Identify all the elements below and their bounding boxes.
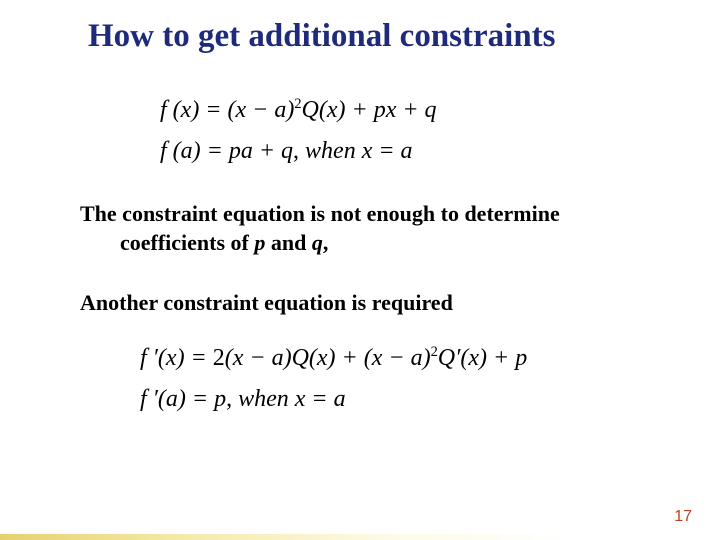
equation-block-2: f ′(x) = 2(x − a)Q(x) + (x − a)2Q′(x) + … (140, 338, 527, 420)
eq2-l1-prefix: f ′(x) = (140, 345, 213, 371)
eq1-line1: f (x) = (x − a)2Q(x) + px + q (160, 90, 437, 131)
para1-line1: The constraint equation is not enough to… (80, 201, 560, 226)
para1-mid: and (265, 230, 311, 255)
page-number: 17 (674, 508, 692, 526)
para1-q: q (312, 230, 323, 255)
eq2-l1-exp: 2 (431, 344, 438, 360)
eq1-l2-prefix: f (a) = pa + q (160, 138, 293, 164)
eq2-l1-two: 2 (213, 345, 225, 371)
eq2-l1-suffix: Q′(x) + p (438, 345, 527, 371)
bottom-accent-bar (0, 534, 720, 540)
slide: How to get additional constraints f (x) … (0, 0, 720, 540)
eq1-l1-exp: 2 (294, 96, 301, 112)
para1-p: p (254, 230, 265, 255)
eq2-l1-mid1: (x − a)Q(x) + (x − a) (225, 345, 431, 371)
eq2-line2: f ′(a) = p, when x = a (140, 379, 527, 420)
para1-b-post: , (323, 230, 329, 255)
paragraph-2: Another constraint equation is required (80, 290, 660, 316)
eq1-l2-cond: when x = a (299, 138, 413, 164)
para1-line2: coefficients of p and q, (80, 229, 660, 258)
equation-block-1: f (x) = (x − a)2Q(x) + px + q f (a) = pa… (160, 90, 437, 172)
eq2-l2-prefix: f ′(a) = p (140, 386, 226, 412)
eq2-line1: f ′(x) = 2(x − a)Q(x) + (x − a)2Q′(x) + … (140, 338, 527, 379)
eq1-l1-suffix: Q(x) + px + q (302, 97, 437, 123)
slide-title: How to get additional constraints (88, 18, 680, 55)
paragraph-1: The constraint equation is not enough to… (80, 200, 660, 257)
eq1-l1-prefix: f (x) = (x − a) (160, 97, 294, 123)
eq1-line2: f (a) = pa + q, when x = a (160, 131, 437, 172)
para1-b-pre: coefficients of (120, 230, 254, 255)
eq2-l2-cond: when x = a (232, 386, 346, 412)
